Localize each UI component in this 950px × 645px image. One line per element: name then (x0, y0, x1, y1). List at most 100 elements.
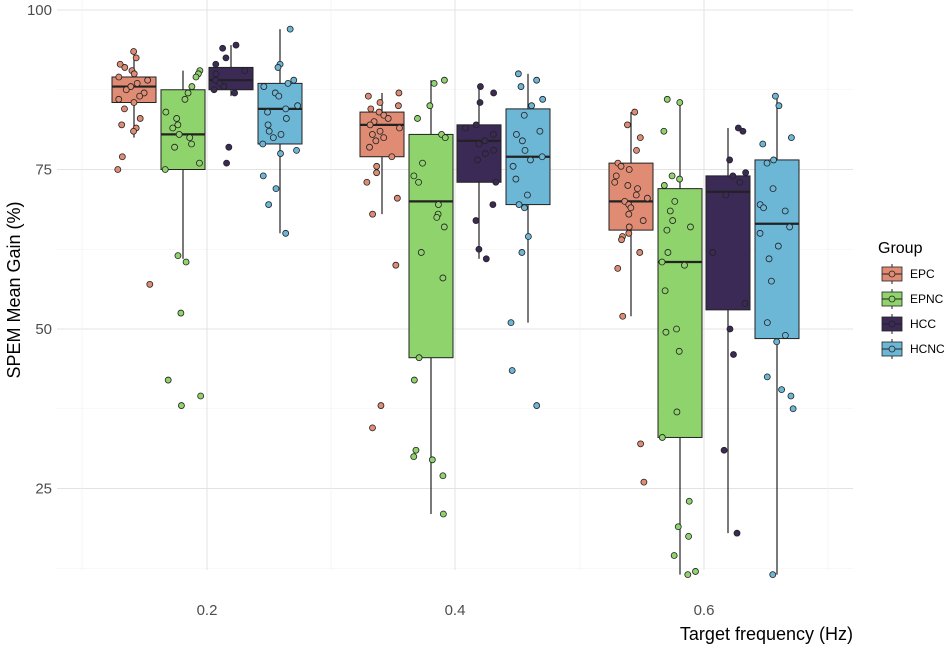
data-point (173, 115, 181, 122)
data-point (639, 217, 647, 224)
data-point (130, 99, 138, 106)
data-point (130, 70, 138, 78)
data-point (524, 233, 532, 240)
data-point (182, 258, 190, 266)
box-epc (359, 111, 405, 158)
data-point (376, 99, 384, 106)
data-point (393, 194, 401, 202)
data-point (770, 156, 777, 164)
data-point (674, 523, 682, 531)
x-axis-title: Target frequency (Hz) (680, 624, 853, 644)
data-point (136, 92, 144, 100)
data-point (760, 204, 767, 212)
data-point (197, 392, 205, 400)
data-point (260, 83, 268, 90)
x-axis-ticks: 0.2 0.4 0.6 (197, 602, 715, 619)
data-point (373, 169, 381, 177)
y-tick-label: 50 (35, 321, 52, 338)
y-axis-title: SPEM Mean Gain (%) (4, 201, 24, 378)
x-tick-label: 0.6 (694, 602, 715, 619)
data-point (363, 178, 371, 186)
legend-label: EPNC (910, 292, 944, 306)
data-point (114, 166, 122, 173)
data-point (161, 166, 169, 173)
data-point (539, 95, 547, 103)
data-point (439, 510, 447, 518)
data-point (414, 115, 421, 122)
data-point (127, 83, 135, 90)
data-point (171, 143, 179, 151)
data-point (132, 54, 140, 62)
data-point (517, 83, 525, 90)
data-point (774, 242, 782, 250)
data-point (441, 76, 448, 84)
data-point (294, 102, 302, 110)
data-point (373, 162, 381, 170)
legend-key-point (888, 270, 896, 278)
data-point (474, 156, 481, 164)
data-point (118, 121, 126, 129)
y-tick-label: 25 (35, 481, 52, 498)
data-point (439, 274, 447, 282)
box-epnc (657, 188, 703, 438)
data-point (184, 89, 192, 97)
data-point (524, 191, 531, 199)
y-axis-ticks: 100 75 50 25 (27, 2, 52, 498)
data-point (472, 121, 480, 129)
data-point (756, 229, 764, 237)
data-point (633, 146, 640, 154)
data-point (232, 41, 240, 49)
data-point (726, 156, 734, 164)
data-point (410, 172, 418, 180)
data-point (625, 229, 633, 237)
box-hcc (705, 175, 751, 311)
data-point (612, 172, 620, 180)
data-point (520, 111, 528, 119)
data-point (778, 386, 786, 394)
data-point (508, 367, 516, 374)
data-point (536, 127, 544, 135)
data-point (130, 127, 137, 135)
data-point (666, 207, 674, 215)
data-point (265, 127, 273, 135)
data-point (415, 354, 423, 362)
data-point (481, 137, 489, 145)
data-point (663, 95, 671, 103)
data-point (282, 105, 290, 113)
data-point (175, 131, 183, 138)
data-point (116, 60, 124, 68)
data-point (220, 83, 228, 90)
data-point (781, 207, 789, 215)
data-point (664, 249, 672, 256)
data-point (786, 223, 794, 231)
data-point (658, 434, 666, 441)
data-point (741, 300, 749, 307)
data-point (265, 201, 273, 208)
data-point (368, 131, 376, 138)
data-point (668, 172, 676, 180)
data-point (225, 143, 233, 151)
data-point (130, 48, 138, 55)
data-point (636, 249, 644, 256)
data-point (781, 331, 789, 339)
data-point (722, 191, 730, 199)
data-point (231, 89, 239, 97)
data-point (410, 453, 418, 461)
data-point (369, 424, 376, 432)
data-point (264, 121, 272, 129)
data-point (439, 472, 447, 480)
data-point (769, 571, 777, 579)
data-point (275, 92, 283, 100)
data-point (212, 60, 220, 68)
data-point (282, 115, 290, 122)
data-point (709, 249, 717, 256)
data-point (775, 102, 783, 110)
data-point (174, 121, 182, 129)
data-point (729, 172, 737, 180)
box-epnc (408, 133, 454, 359)
data-point (673, 325, 680, 333)
data-point (392, 261, 400, 269)
box-epnc (160, 89, 206, 170)
legend-label: HCNC (910, 342, 945, 356)
